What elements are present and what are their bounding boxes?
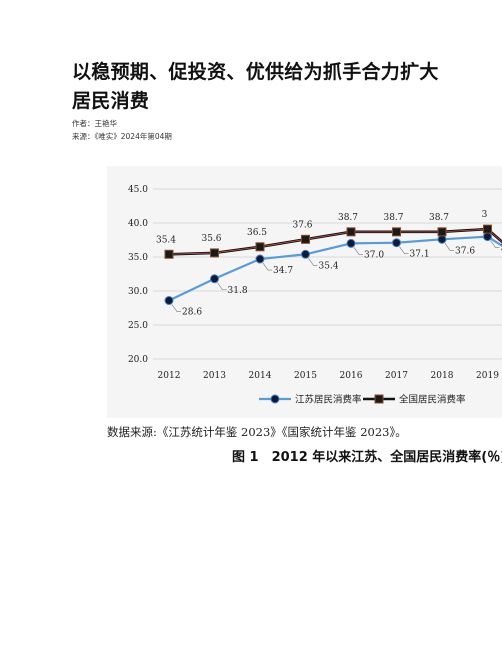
jiangsu-leader-line-6 — [444, 243, 454, 251]
national-data-label-4: 38.7 — [338, 213, 358, 223]
article-title-line-1: 以稳预期、促投资、优供给为抓手合力扩大 — [72, 61, 439, 83]
national-marker-2 — [255, 242, 265, 252]
x-tick-label-5: 2017 — [385, 371, 408, 381]
legend-label-national: 全国居民消费率 — [399, 394, 466, 406]
jiangsu-marker-0 — [164, 296, 174, 306]
x-tick-label-2: 2014 — [249, 371, 272, 381]
jiangsu-marker-5 — [392, 238, 401, 248]
jiangsu-leader-line-3 — [308, 258, 318, 266]
consumption-rate-chart: 45.0 40.0 35.0 30.0 25.0 20.0 2012 2013 2014 2015… — [107, 166, 502, 418]
legend-marker-jiangsu — [270, 394, 280, 404]
national-marker-4 — [346, 227, 356, 237]
article-source: 来源：《唯实》2024年第04期 — [72, 132, 172, 141]
national-marker-0 — [164, 249, 174, 259]
national-data-label-0: 35.4 — [156, 235, 176, 245]
national-data-label-5: 38.7 — [383, 213, 403, 223]
jiangsu-data-label-7: 38 — [501, 244, 502, 254]
x-tick-label-6: 2018 — [431, 371, 454, 381]
y-tick-label-0: 45.0 — [128, 185, 148, 195]
article-title: 以稳预期、促投资、优供给为抓手合力扩大 居民消费 — [72, 58, 472, 116]
jiangsu-leader-line-7 — [490, 240, 500, 248]
y-tick-label-3: 30.0 — [128, 287, 148, 297]
article-title-line-2: 居民消费 — [72, 90, 150, 112]
jiangsu-data-label-5: 37.1 — [410, 250, 430, 260]
figure-caption: 图 1 2012 年以来江苏、全国居民消费率(％) — [232, 450, 502, 465]
x-tick-label-1: 2013 — [203, 371, 226, 381]
x-tick-label-7: 2019 — [476, 371, 499, 381]
national-marker-1 — [210, 248, 219, 258]
jiangsu-leader-line-2 — [262, 262, 272, 271]
jiangsu-data-label-1: 31.8 — [228, 286, 248, 296]
jiangsu-data-label-4: 37.0 — [364, 250, 384, 260]
national-data-label-2: 36.5 — [247, 228, 267, 238]
jiangsu-marker-6 — [437, 234, 447, 244]
jiangsu-data-label-6: 37.6 — [455, 246, 475, 256]
jiangsu-marker-1 — [210, 274, 219, 284]
national-marker-7 — [483, 224, 492, 234]
jiangsu-leader-line-4 — [353, 247, 363, 255]
jiangsu-marker-3 — [301, 249, 310, 259]
jiangsu-leader-line-0 — [171, 304, 181, 312]
national-data-label-7: 3 — [482, 210, 488, 220]
jiangsu-marker-2 — [255, 254, 265, 264]
y-tick-label-4: 25.0 — [128, 321, 148, 331]
jiangsu-data-label-2: 34.7 — [273, 266, 293, 276]
jiangsu-data-label-3: 35.4 — [319, 261, 339, 271]
jiangsu-leader-line-1 — [217, 282, 227, 291]
legend-marker-national — [374, 394, 384, 404]
x-tick-label-4: 2016 — [340, 371, 363, 381]
national-data-label-3: 37.6 — [292, 220, 312, 230]
chart-svg: 45.0 40.0 35.0 30.0 25.0 20.0 2012 2013 2014 2015… — [128, 185, 502, 406]
national-marker-5 — [392, 227, 401, 237]
national-data-label-6: 38.7 — [429, 213, 449, 223]
jiangsu-leader-line-5 — [399, 246, 409, 255]
x-tick-label-3: 2015 — [294, 371, 317, 381]
article-author: 作者：王艳华 — [72, 119, 117, 128]
y-tick-label-1: 40.0 — [128, 219, 148, 229]
y-tick-label-2: 35.0 — [128, 253, 148, 263]
national-data-label-1: 35.6 — [201, 234, 221, 244]
y-tick-label-5: 20.0 — [128, 355, 148, 365]
legend-label-jiangsu: 江苏居民消费率 — [295, 394, 362, 406]
national-marker-3 — [301, 234, 310, 244]
jiangsu-data-label-0: 28.6 — [182, 308, 202, 318]
jiangsu-marker-7 — [483, 232, 492, 242]
x-tick-label-0: 2012 — [158, 371, 181, 381]
figure-source-note: 数据来源:《江苏统计年鉴 2023》《国家统计年鉴 2023》。 — [107, 425, 407, 439]
national-marker-6 — [437, 227, 447, 237]
jiangsu-marker-4 — [346, 238, 356, 248]
